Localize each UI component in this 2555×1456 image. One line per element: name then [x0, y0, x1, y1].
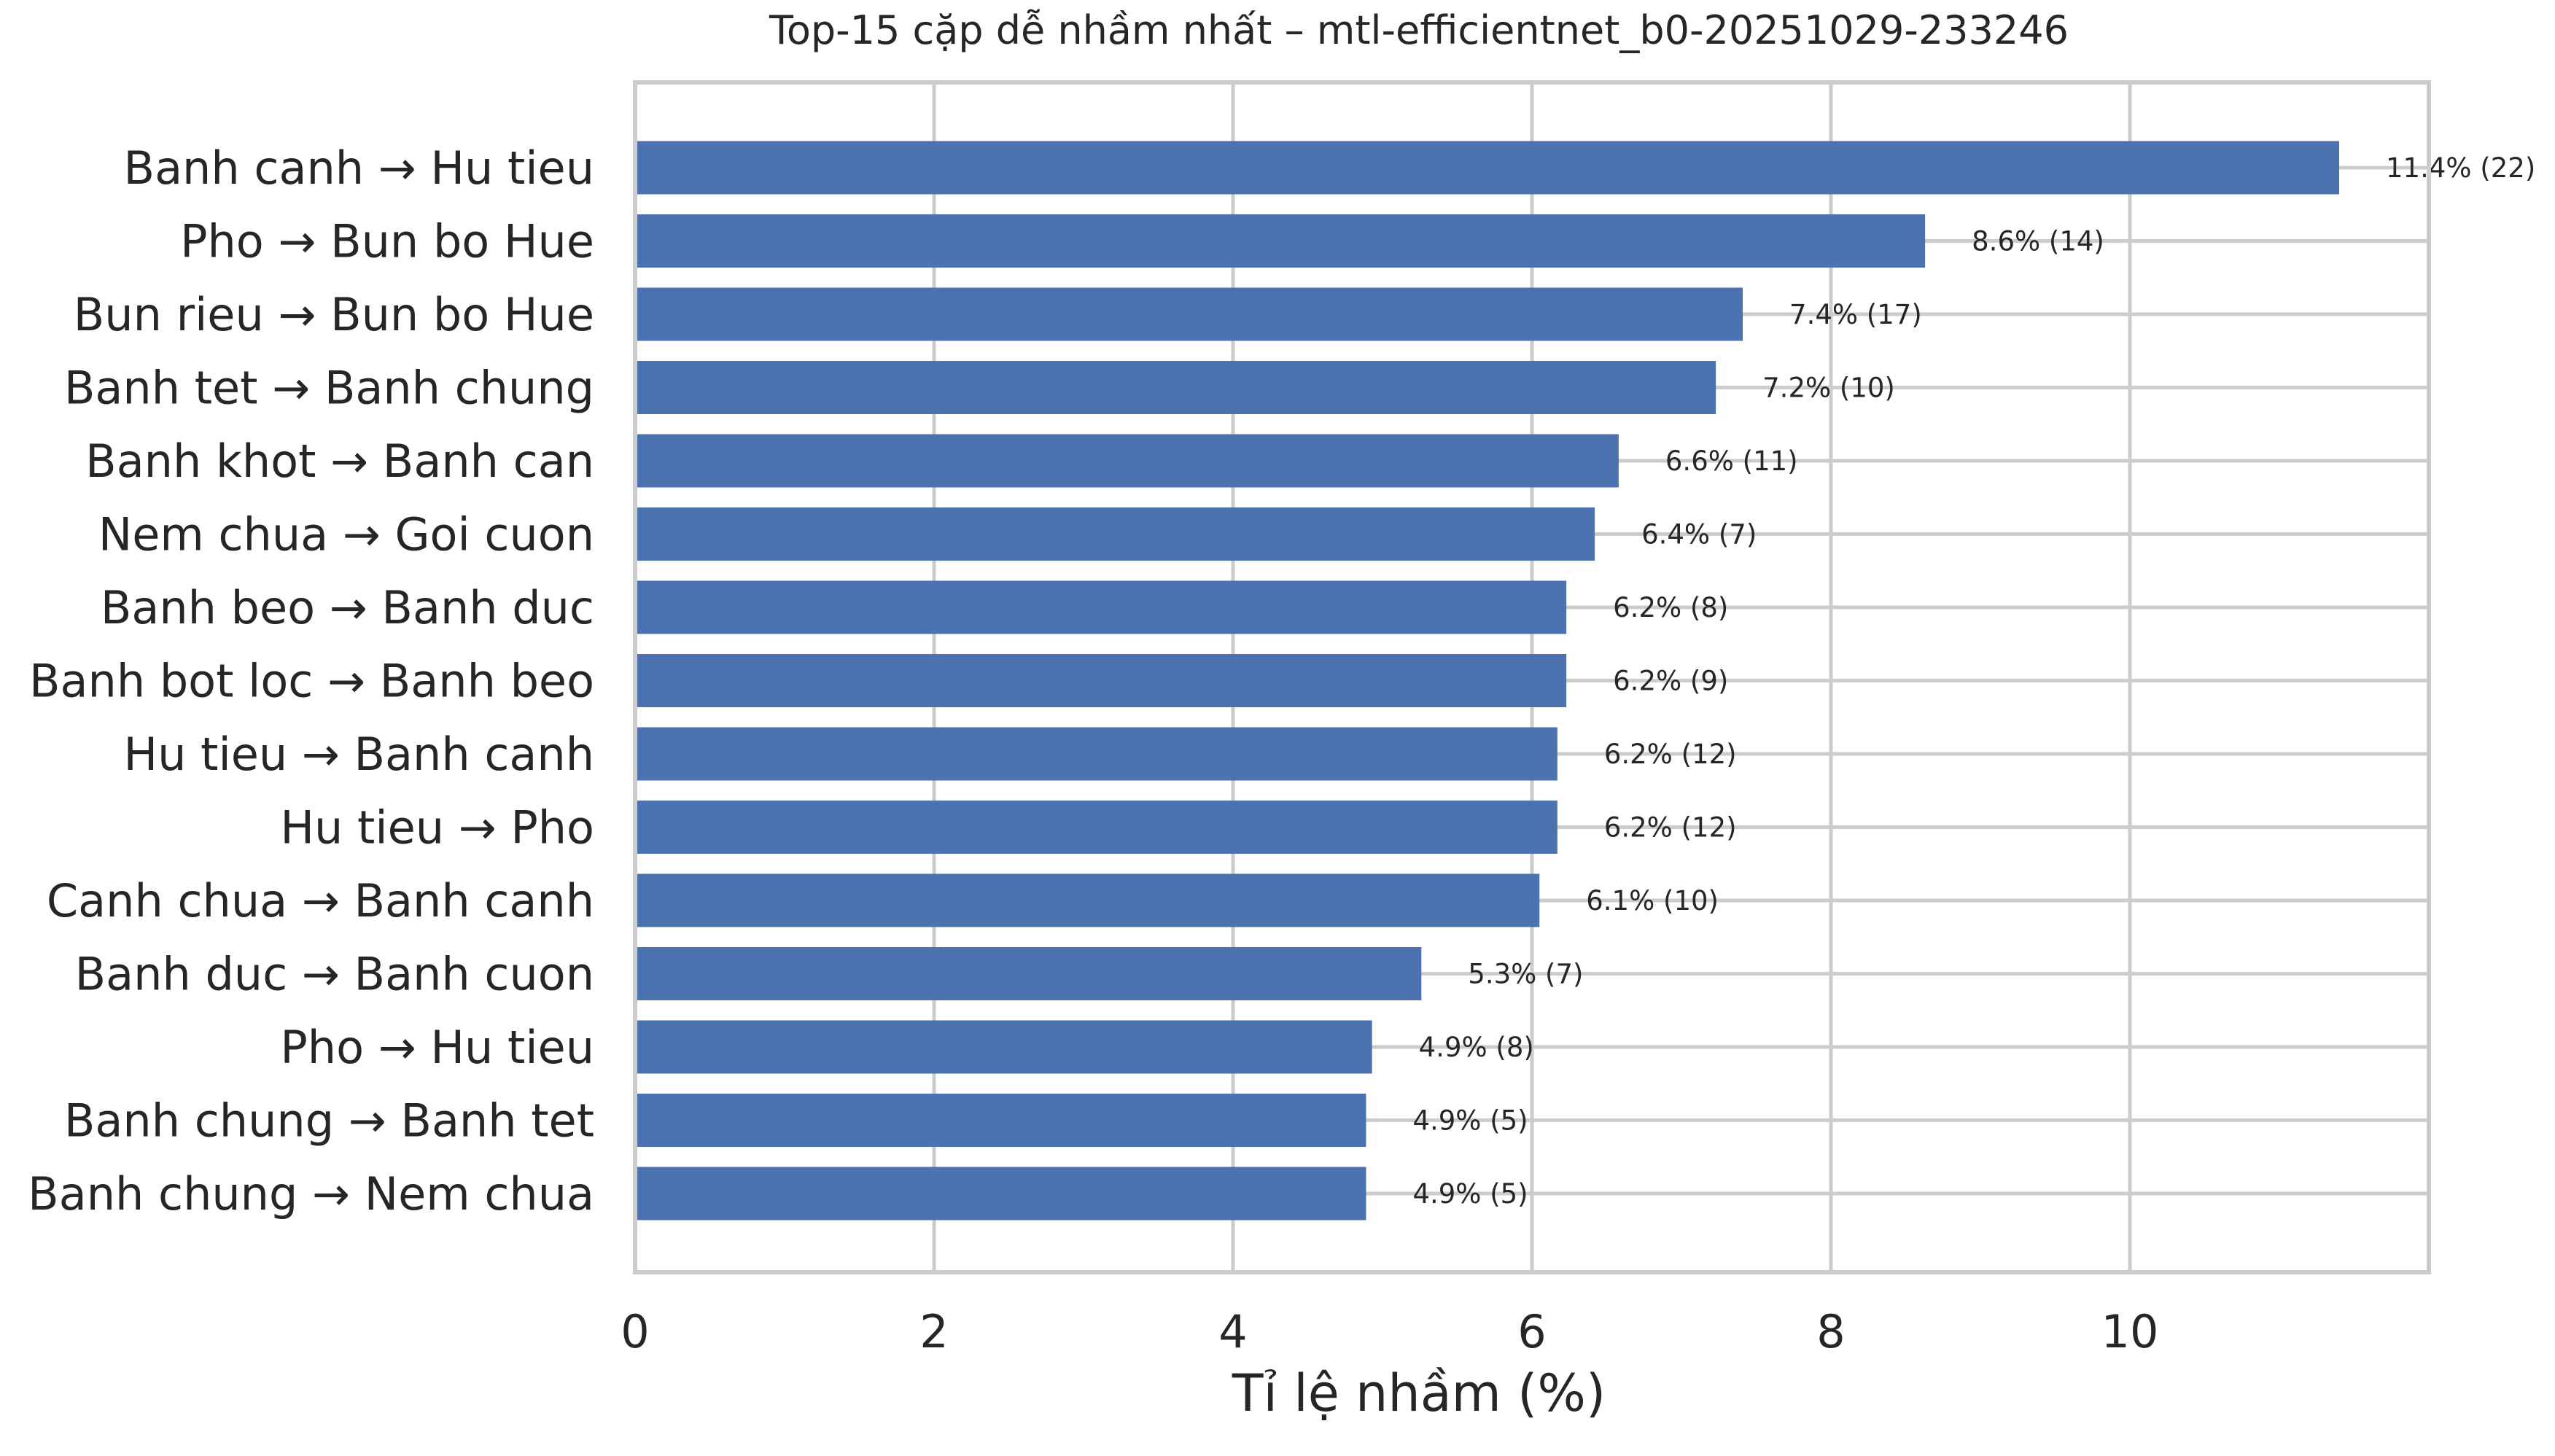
category-label: Banh bot loc → Banh beo [29, 655, 594, 708]
category-label: Hu tieu → Pho [280, 801, 594, 854]
bar-data-label: 5.3% (7) [1468, 959, 1583, 990]
bar-data-label: 4.9% (5) [1412, 1178, 1528, 1210]
bar-data-label: 6.2% (9) [1613, 666, 1728, 697]
bar-data-label: 7.4% (17) [1789, 299, 1922, 330]
bar-data-label: 4.9% (5) [1412, 1105, 1528, 1137]
bar [635, 1020, 1372, 1074]
bar [635, 214, 1926, 268]
bar-data-label: 6.2% (8) [1613, 592, 1728, 623]
bar-data-label: 7.2% (10) [1762, 373, 1895, 404]
plot-frame [633, 80, 2431, 1274]
category-label: Banh khot → Banh can [85, 435, 594, 488]
bar [635, 1094, 1366, 1147]
category-label: Banh beo → Banh duc [101, 581, 594, 634]
category-label: Banh tet → Banh chung [64, 362, 594, 415]
y-tick-labels: Banh canh → Hu tieu Pho → Bun bo Hue Bun r… [28, 141, 594, 1221]
bar [635, 801, 1558, 854]
category-label: Banh canh → Hu tieu [124, 141, 594, 195]
bar-data-label: 11.4% (22) [2386, 152, 2535, 184]
category-label: Hu tieu → Banh canh [124, 728, 594, 781]
bar-data-label: 6.2% (12) [1604, 739, 1737, 770]
data-labels-layer: 11.4% (22) 8.6% (14) 7.4% (17) 7.2% (10) 6.6… [1412, 152, 2535, 1210]
bar [635, 507, 1595, 561]
category-label: Nem chua → Goi cuon [98, 508, 594, 561]
bar-data-label: 6.2% (12) [1604, 812, 1737, 844]
bar [635, 873, 1540, 927]
bar [635, 287, 1743, 341]
x-tick-labels: 0 2 4 6 8 10 [621, 1305, 2158, 1358]
category-label: Banh chung → Banh tet [64, 1094, 594, 1148]
category-label: Banh duc → Banh cuon [75, 948, 594, 1001]
x-tick-label: 0 [621, 1305, 649, 1358]
bar [635, 1167, 1366, 1221]
bar-data-label: 6.6% (11) [1665, 445, 1798, 477]
category-label: Pho → Hu tieu [280, 1021, 594, 1074]
bar [635, 141, 2339, 195]
bar [635, 654, 1567, 707]
bars-layer [635, 141, 2339, 1221]
bar [635, 434, 1619, 488]
x-tick-label: 8 [1816, 1305, 1845, 1358]
bar-data-label: 6.1% (10) [1586, 885, 1719, 916]
bar [635, 361, 1716, 414]
x-tick-label: 2 [919, 1305, 948, 1358]
bar [635, 580, 1567, 634]
x-tick-label: 10 [2101, 1305, 2159, 1358]
x-tick-label: 4 [1218, 1305, 1247, 1358]
bar [635, 947, 1422, 1000]
x-axis-label: Tỉ lệ nhầm (%) [1232, 1363, 1606, 1423]
bar-data-label: 8.6% (14) [1972, 226, 2104, 257]
category-label: Banh chung → Nem chua [28, 1167, 594, 1221]
bar-data-label: 4.9% (8) [1419, 1032, 1534, 1063]
x-tick-label: 6 [1517, 1305, 1546, 1358]
category-label: Pho → Bun bo Hue [180, 215, 594, 268]
chart-title: Top-15 cặp dễ nhầm nhất – mtl-efficientn… [769, 7, 2069, 53]
bar [635, 727, 1558, 781]
category-label: Bun rieu → Bun bo Hue [74, 288, 594, 341]
bar-data-label: 6.4% (7) [1641, 519, 1757, 550]
category-label: Canh chua → Banh canh [47, 874, 594, 927]
